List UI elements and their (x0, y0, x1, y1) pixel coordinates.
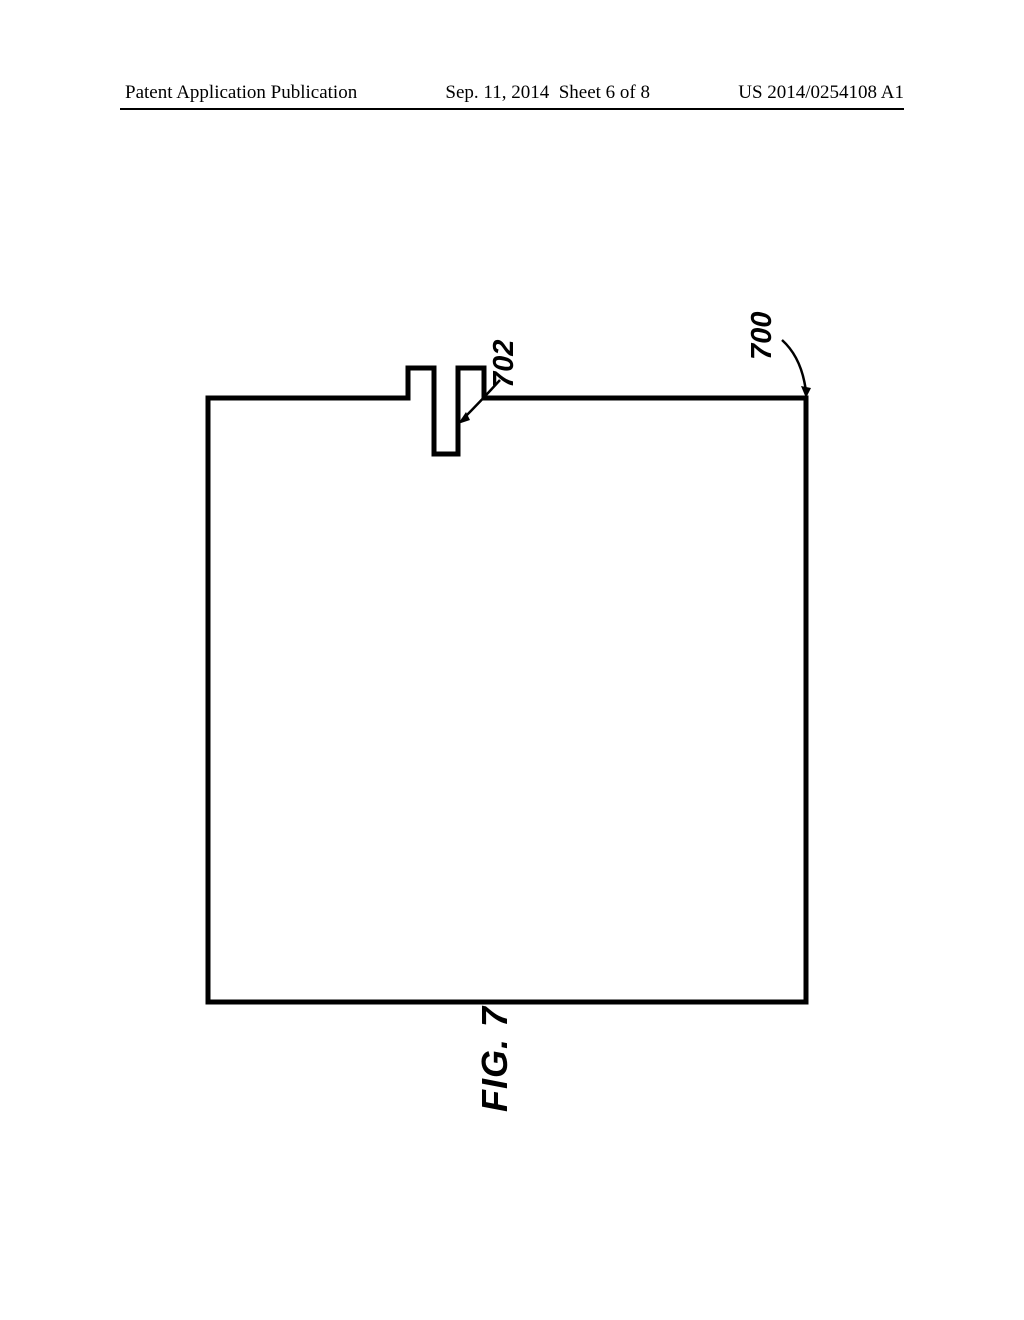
ref-702-text: 702 (488, 340, 520, 388)
figure-caption-text: FIG. 7 (474, 1006, 515, 1112)
header-sheet: Sheet 6 of 8 (559, 82, 650, 103)
figure-caption: FIG. 7 (474, 1006, 516, 1112)
figure-7-drawing (170, 370, 850, 1030)
header-left: Patent Application Publication (125, 82, 357, 104)
header-mid: Sep. 11, 2014 Sheet 6 of 8 (445, 82, 650, 104)
header-date: Sep. 11, 2014 (445, 82, 549, 103)
ref-700-text: 700 (746, 312, 778, 360)
header-right: US 2014/0254108 A1 (738, 82, 904, 104)
svg-overlay (170, 370, 850, 1030)
header-rule (120, 108, 904, 110)
ref-700: 700 (746, 312, 779, 360)
ref-702: 702 (488, 340, 521, 388)
page-header: Patent Application Publication Sep. 11, … (0, 82, 1024, 104)
